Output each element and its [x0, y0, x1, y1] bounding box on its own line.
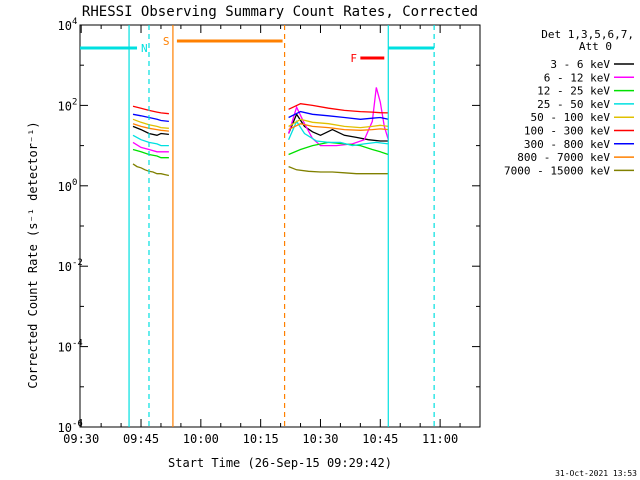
legend-header-line-1: Det 1,3,5,6,7,	[541, 28, 634, 41]
vertical-markers	[128, 25, 435, 427]
y-tick-label: 10	[58, 341, 72, 355]
legend-label: 12 - 25 keV	[537, 85, 610, 98]
legend-label: 800 - 7000 keV	[517, 151, 610, 164]
y-tick-exponent: -6	[72, 419, 83, 429]
x-axis-ticks: 09:30 09:45 10:00 10:15 10:30 10:45 11:00	[63, 25, 481, 446]
x-tick-label: 09:45	[123, 432, 159, 446]
series-line	[287, 87, 389, 147]
series-line	[132, 113, 169, 123]
flag-bars: N S F	[80, 35, 435, 65]
flag-label: S	[163, 35, 170, 48]
y-tick-exponent: 0	[72, 178, 77, 188]
plot-border	[79, 24, 481, 428]
y-tick-label: 10	[58, 19, 72, 33]
series-line	[132, 134, 169, 147]
x-tick-label: 10:30	[302, 432, 338, 446]
chart-title: RHESSI Observing Summary Count Rates, Co…	[82, 4, 478, 20]
series-line	[288, 141, 389, 156]
x-tick-label: 09:30	[63, 432, 99, 446]
y-tick-label: 10	[58, 180, 72, 194]
series-layer	[132, 87, 389, 177]
series-line	[132, 118, 169, 129]
legend-header-line-2: Att 0	[579, 40, 612, 53]
x-axis-label: Start Time (26-Sep-15 09:29:42)	[168, 456, 392, 470]
y-tick-exponent: -2	[72, 258, 83, 268]
series-line	[132, 163, 170, 177]
y-tick-exponent: 4	[72, 17, 77, 27]
flag-label: N	[141, 42, 148, 55]
series-line	[288, 103, 389, 114]
series-line	[288, 118, 389, 129]
series-line	[132, 125, 169, 136]
x-tick-label: 11:00	[422, 432, 458, 446]
series-line	[288, 110, 389, 120]
timestamp: 31-Oct-2021 13:53	[555, 469, 637, 478]
series-line	[288, 165, 389, 175]
x-tick-label: 10:15	[243, 432, 279, 446]
flag-label: F	[350, 52, 357, 65]
series-line	[288, 120, 389, 147]
y-axis-label: Corrected Count Rate (s⁻¹ detector⁻¹)	[26, 121, 40, 388]
y-tick-label: 10	[58, 421, 72, 435]
legend-label: 25 - 50 keV	[537, 98, 610, 111]
legend-label: 300 - 800 keV	[524, 138, 610, 151]
y-tick-exponent: 2	[72, 97, 77, 107]
y-tick-label: 10	[58, 260, 72, 274]
legend-label: 6 - 12 keV	[544, 71, 611, 84]
series-line	[132, 105, 169, 115]
series-line	[288, 123, 389, 131]
x-tick-label: 10:45	[362, 432, 398, 446]
series-line	[132, 141, 169, 153]
y-tick-label: 10	[58, 99, 72, 113]
legend-label: 100 - 300 keV	[524, 125, 610, 138]
series-line	[132, 123, 169, 132]
legend-label: 3 - 6 keV	[550, 58, 610, 71]
x-tick-label: 10:00	[183, 432, 219, 446]
series-line	[132, 148, 169, 159]
y-tick-exponent: -4	[72, 339, 83, 349]
legend-label: 7000 - 15000 keV	[504, 164, 610, 177]
legend-label: 50 - 100 keV	[531, 111, 611, 124]
plot-frame	[79, 24, 481, 428]
series-line	[288, 112, 389, 142]
